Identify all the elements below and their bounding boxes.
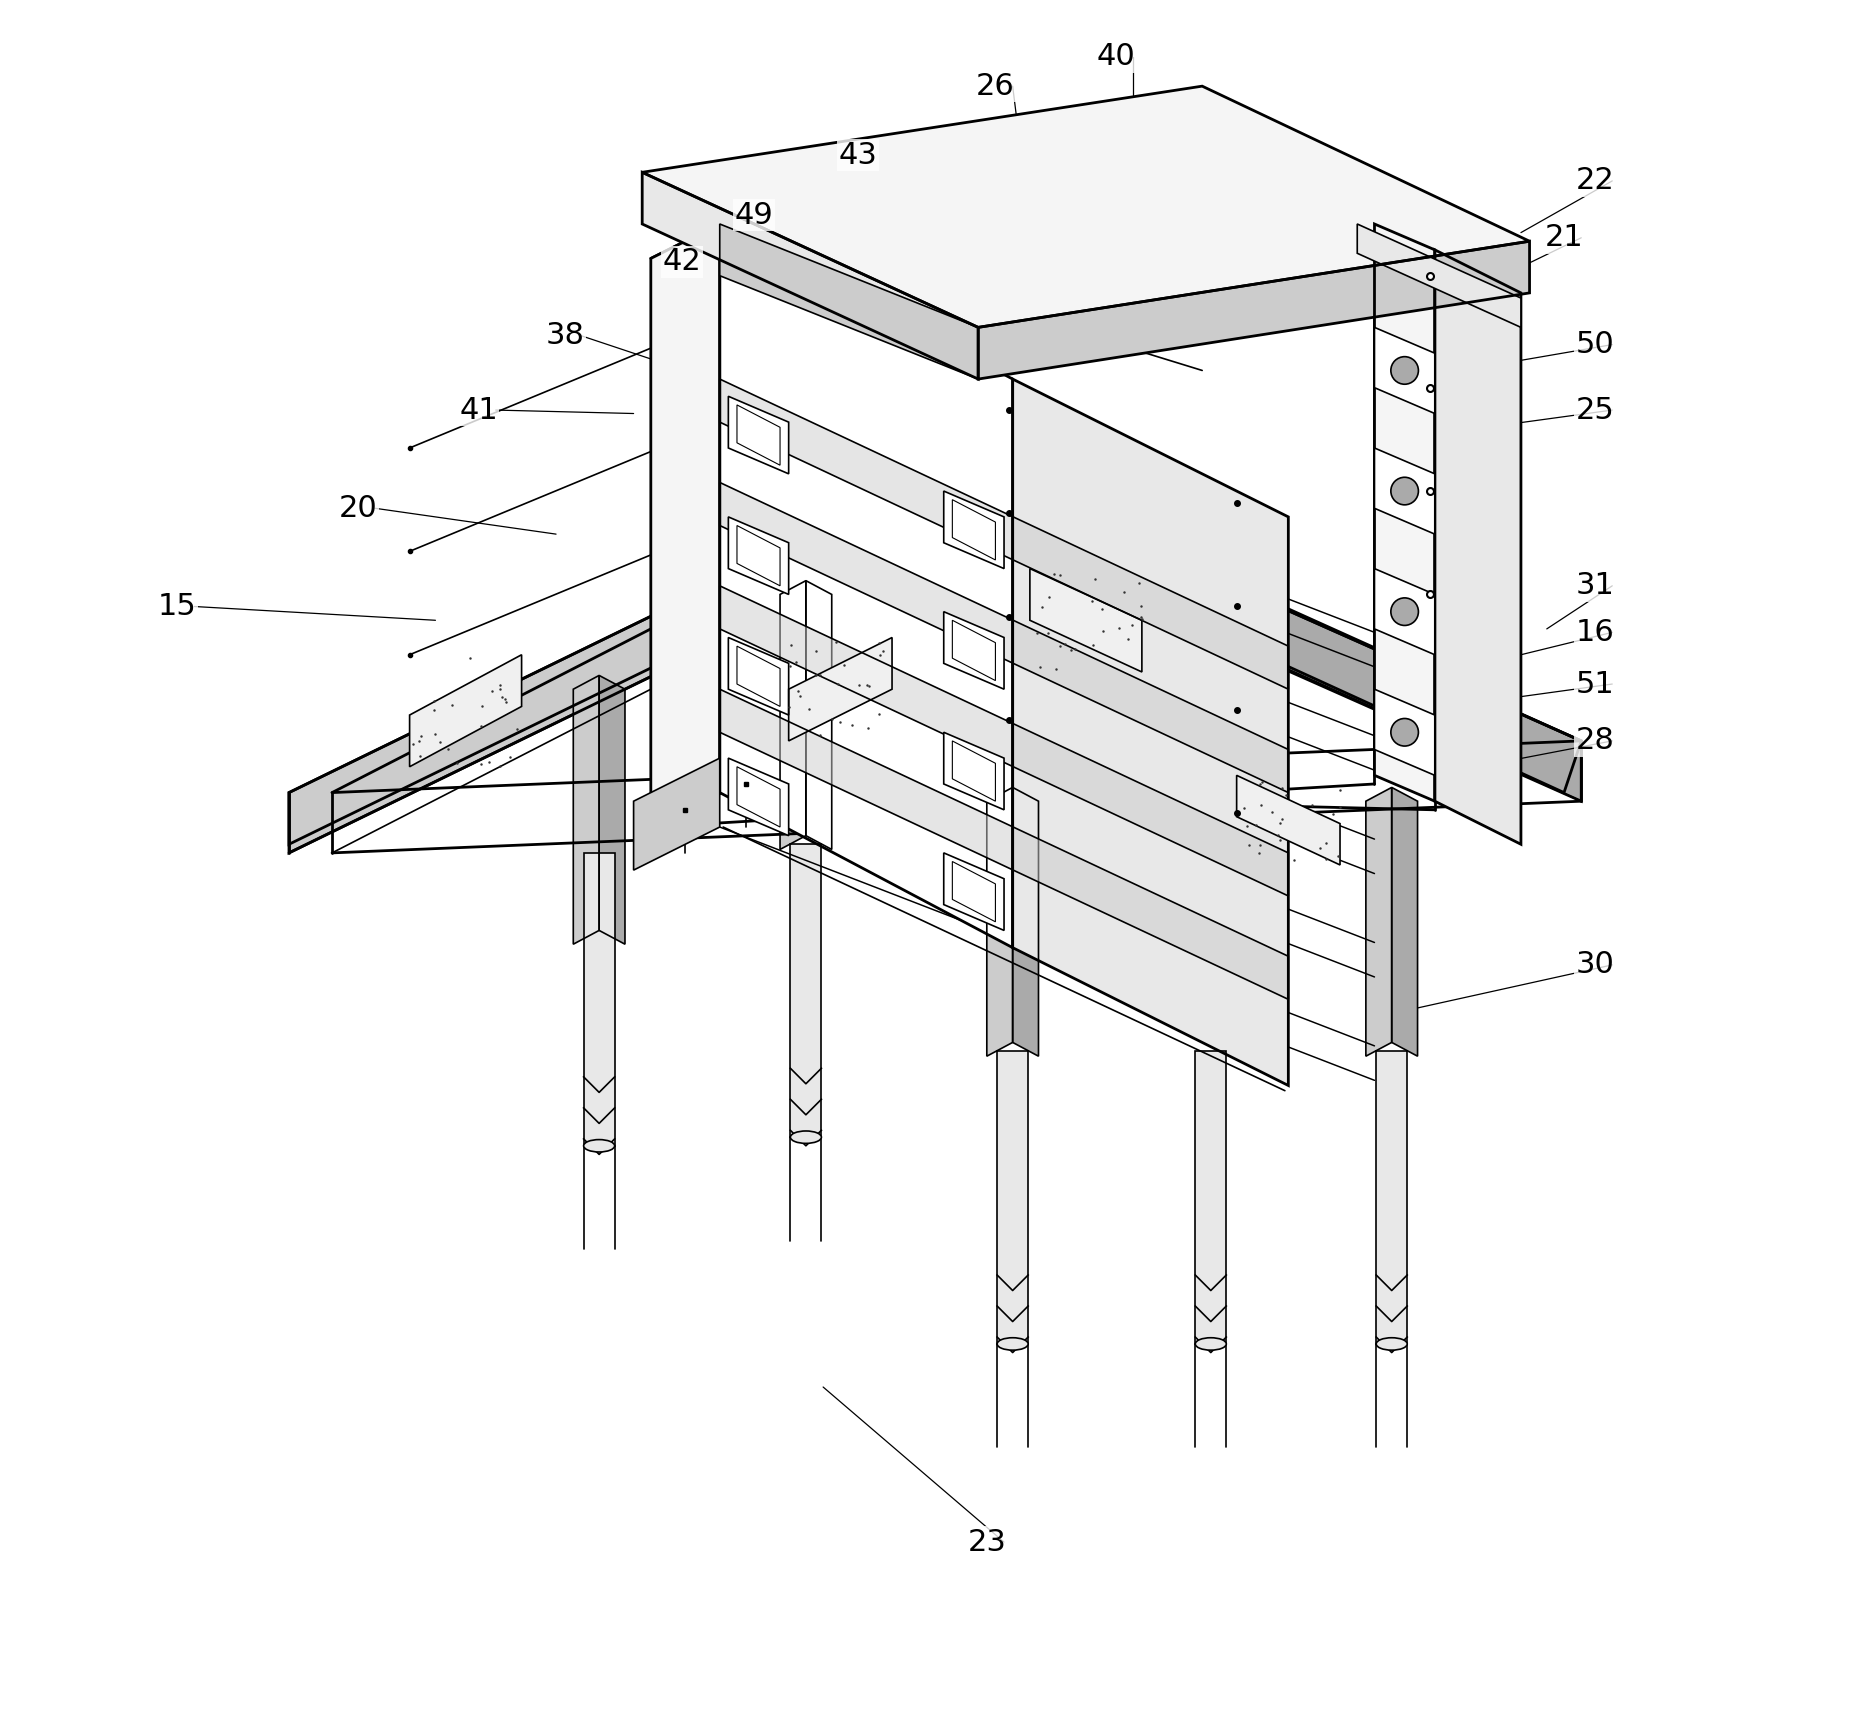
- Text: 43: 43: [838, 141, 876, 169]
- Polygon shape: [728, 396, 789, 474]
- Text: 51: 51: [1575, 670, 1614, 698]
- Polygon shape: [806, 581, 832, 849]
- Text: 28: 28: [1575, 727, 1614, 755]
- Polygon shape: [584, 853, 615, 1146]
- Text: 16: 16: [1575, 619, 1614, 646]
- Polygon shape: [978, 241, 1529, 379]
- Polygon shape: [997, 1051, 1028, 1344]
- Polygon shape: [650, 224, 719, 827]
- Polygon shape: [1377, 1051, 1406, 1344]
- Polygon shape: [1375, 448, 1434, 534]
- Polygon shape: [791, 844, 821, 1137]
- Text: 42: 42: [663, 248, 700, 276]
- Circle shape: [1392, 477, 1418, 505]
- Polygon shape: [573, 675, 599, 944]
- Polygon shape: [1375, 327, 1434, 414]
- Ellipse shape: [1377, 1337, 1406, 1351]
- Text: 15: 15: [158, 593, 196, 620]
- Ellipse shape: [584, 1139, 615, 1153]
- Polygon shape: [289, 465, 962, 853]
- Polygon shape: [410, 655, 521, 767]
- Polygon shape: [719, 224, 978, 379]
- Polygon shape: [719, 224, 1012, 948]
- Polygon shape: [634, 758, 719, 870]
- Text: 40: 40: [1097, 43, 1136, 71]
- Polygon shape: [780, 581, 806, 849]
- Circle shape: [1392, 598, 1418, 625]
- Text: 31: 31: [1575, 572, 1614, 600]
- Polygon shape: [962, 465, 1581, 801]
- Polygon shape: [1375, 224, 1434, 801]
- Polygon shape: [643, 86, 1529, 327]
- Polygon shape: [1434, 250, 1521, 844]
- Text: 22: 22: [1575, 167, 1614, 195]
- Ellipse shape: [997, 1337, 1028, 1351]
- Text: 21: 21: [1545, 224, 1582, 252]
- Text: 49: 49: [736, 202, 773, 229]
- Polygon shape: [728, 638, 789, 715]
- Polygon shape: [1012, 787, 1038, 1056]
- Polygon shape: [1356, 224, 1521, 327]
- Polygon shape: [943, 732, 1004, 810]
- Polygon shape: [1392, 787, 1418, 1056]
- Polygon shape: [728, 517, 789, 594]
- Text: 25: 25: [1575, 396, 1614, 424]
- Text: 23: 23: [967, 1528, 1006, 1556]
- Polygon shape: [1366, 787, 1392, 1056]
- Text: 50: 50: [1575, 331, 1614, 358]
- Polygon shape: [1012, 379, 1288, 1085]
- Text: 41: 41: [460, 396, 498, 424]
- Text: 30: 30: [1575, 951, 1614, 979]
- Polygon shape: [943, 853, 1004, 930]
- Polygon shape: [789, 638, 891, 741]
- Polygon shape: [1375, 569, 1434, 655]
- Text: 38: 38: [545, 322, 584, 350]
- Polygon shape: [728, 758, 789, 836]
- Polygon shape: [1236, 775, 1340, 865]
- Text: 20: 20: [339, 495, 378, 522]
- Polygon shape: [719, 586, 1288, 896]
- Circle shape: [1392, 718, 1418, 746]
- Polygon shape: [943, 612, 1004, 689]
- Text: 26: 26: [977, 72, 1015, 100]
- Polygon shape: [719, 689, 1288, 999]
- Polygon shape: [643, 172, 978, 379]
- Polygon shape: [943, 491, 1004, 569]
- Polygon shape: [719, 482, 1288, 793]
- Ellipse shape: [1195, 1337, 1227, 1351]
- Polygon shape: [719, 379, 1288, 689]
- Polygon shape: [289, 465, 1581, 827]
- Polygon shape: [988, 787, 1012, 1056]
- Polygon shape: [1375, 689, 1434, 775]
- Polygon shape: [1195, 1051, 1227, 1344]
- Polygon shape: [1030, 569, 1141, 672]
- Ellipse shape: [791, 1130, 821, 1144]
- Polygon shape: [599, 675, 624, 944]
- Circle shape: [1392, 357, 1418, 384]
